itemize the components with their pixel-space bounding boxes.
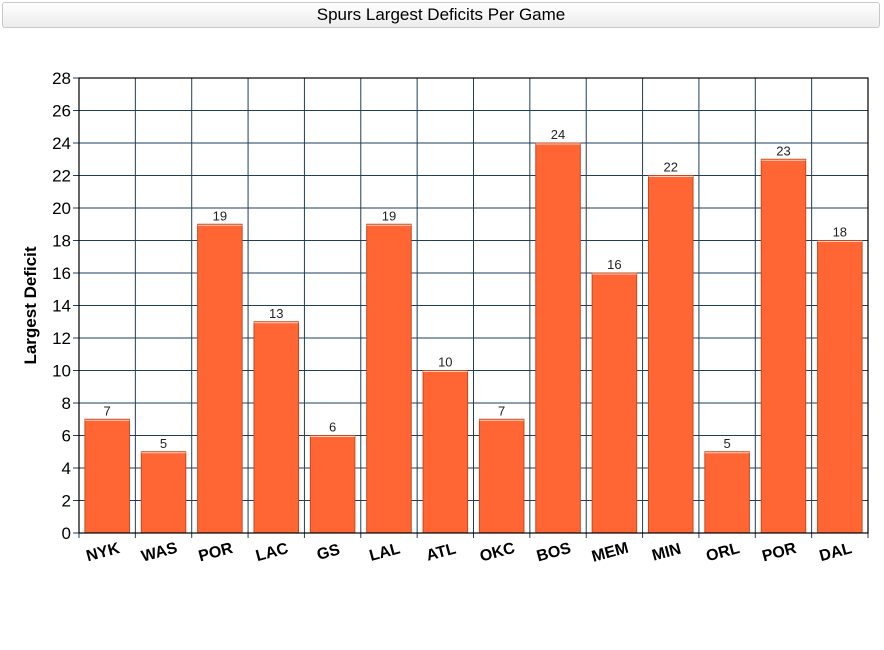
y-tick-label: 2 (62, 492, 71, 511)
data-label: 5 (160, 436, 167, 451)
bar (704, 451, 750, 534)
y-tick-label: 24 (52, 134, 71, 153)
y-tick-label: 28 (52, 69, 71, 88)
x-tick-label: LAC (254, 540, 291, 565)
bar (309, 435, 356, 534)
y-tick-label: 22 (52, 167, 71, 186)
x-axis-ticks: NYK WAS POR LAC GS LAL ATL OKC BOS MEM MIN ORL POR DA… (84, 540, 853, 566)
x-tick-label: ORL (704, 540, 741, 565)
x-tick-label: WAS (140, 540, 180, 566)
bar (591, 272, 638, 534)
bar (253, 321, 300, 534)
bars (84, 142, 863, 534)
x-tick-label: MIN (650, 541, 683, 565)
data-label: 16 (607, 257, 621, 272)
x-tick-label: NYK (84, 540, 121, 565)
chart-title: Spurs Largest Deficits Per Game (2, 2, 880, 28)
bar (478, 418, 525, 534)
bar (760, 158, 807, 534)
data-label: 7 (498, 403, 505, 418)
y-tick-label: 26 (52, 102, 71, 121)
y-tick-label: 10 (52, 362, 71, 381)
data-label: 7 (104, 403, 111, 418)
y-tick-label: 6 (62, 427, 71, 446)
y-tick-label: 14 (52, 297, 71, 316)
data-label: 22 (664, 160, 678, 175)
data-label: 10 (438, 355, 452, 370)
data-label: 18 (833, 225, 847, 240)
x-tick-label: BOS (535, 540, 573, 565)
data-label: 5 (723, 436, 730, 451)
bar (197, 223, 243, 534)
bar (647, 175, 694, 534)
plot-frame (78, 77, 869, 534)
bar (84, 418, 130, 534)
x-tick-label: POR (760, 540, 798, 566)
data-labels: 7 5 19 13 6 19 10 7 24 16 22 5 23 18 (104, 127, 847, 451)
x-tick-label: LAL (368, 540, 403, 565)
x-tick-label: MEM (590, 540, 630, 566)
data-label: 24 (551, 127, 565, 142)
y-tick-label: 18 (52, 232, 71, 251)
data-label: 13 (269, 306, 283, 321)
bar (422, 370, 469, 534)
bar (535, 142, 581, 534)
data-label: 6 (329, 420, 336, 435)
y-axis-label: Largest Deficit (21, 246, 40, 364)
x-tick-label: DAL (818, 540, 854, 565)
y-tick-label: 12 (52, 329, 71, 348)
x-tick-label: ATL (425, 541, 459, 565)
y-tick-label: 16 (52, 264, 71, 283)
data-label: 19 (213, 208, 227, 223)
bar (817, 240, 863, 534)
y-tick-label: 0 (62, 524, 71, 543)
y-tick-label: 8 (62, 394, 71, 413)
bar (140, 451, 187, 534)
y-tick-label: 20 (52, 199, 71, 218)
x-tick-label: OKC (478, 540, 517, 566)
bar (366, 223, 412, 534)
y-tick-label: 4 (62, 459, 71, 478)
data-label: 19 (382, 208, 396, 223)
x-tick-label: POR (197, 540, 235, 566)
data-label: 23 (776, 143, 790, 158)
x-tick-label: GS (315, 541, 342, 563)
